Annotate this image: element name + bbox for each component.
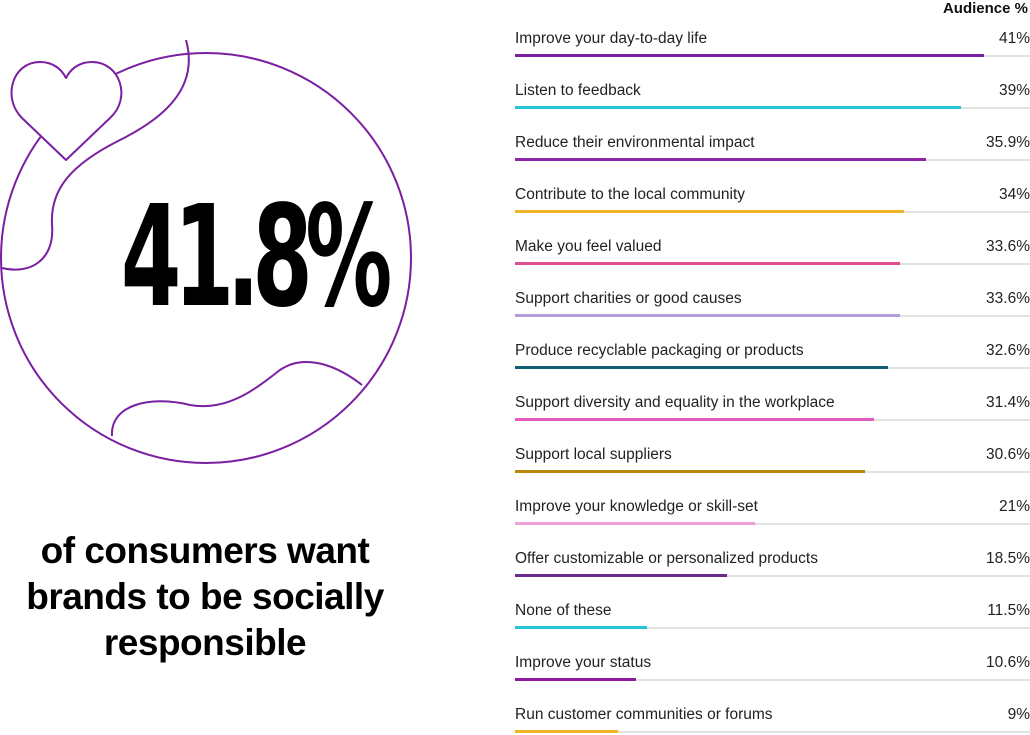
globe-outline <box>0 39 412 464</box>
category-label: Support local suppliers <box>515 446 672 463</box>
value-label: 33.6% <box>986 290 1030 307</box>
caption-line: of consumers want <box>40 530 370 571</box>
value-label: 35.9% <box>986 134 1030 151</box>
bar-row: Produce recyclable packaging or products… <box>515 312 1030 369</box>
bar <box>515 626 647 629</box>
value-label: 34% <box>998 186 1030 203</box>
category-label: Improve your status <box>515 654 652 671</box>
bar-row: Improve your status 10.6% <box>515 624 1030 681</box>
category-label: Run customer communities or forums <box>515 706 773 723</box>
bar <box>515 314 900 317</box>
stat-panel: 41.8% of consumers want brands to be soc… <box>0 0 430 735</box>
bar-row: Support diversity and equality in the wo… <box>515 364 1030 421</box>
big-stat: 41.8% <box>120 176 392 339</box>
value-label: 21% <box>998 498 1030 515</box>
bar <box>515 730 618 733</box>
bar-track <box>515 523 1030 525</box>
bar-row: Support charities or good causes 33.6% <box>515 260 1030 317</box>
bar-row: Improve your day-to-day life 41% <box>515 0 1030 57</box>
bar-row: Offer customizable or personalized produ… <box>515 520 1030 577</box>
category-label: Support diversity and equality in the wo… <box>515 394 835 411</box>
bar <box>515 106 962 109</box>
category-label: Contribute to the local community <box>515 186 746 203</box>
bar <box>515 158 926 161</box>
bar-track <box>515 627 1030 629</box>
category-label: Support charities or good causes <box>515 290 742 307</box>
bar <box>515 678 637 681</box>
bar <box>515 418 875 421</box>
bar <box>515 262 900 265</box>
bar-row: Make you feel valued 33.6% <box>515 208 1030 265</box>
category-label: None of these <box>515 602 612 619</box>
value-label: 18.5% <box>986 550 1030 567</box>
bar <box>515 470 866 473</box>
bar <box>515 210 905 213</box>
value-label: 39% <box>998 82 1030 99</box>
bar-track <box>515 679 1030 681</box>
category-label: Improve your day-to-day life <box>515 30 708 47</box>
value-label: 30.6% <box>986 446 1030 463</box>
category-label: Offer customizable or personalized produ… <box>515 550 818 567</box>
caption-line: responsible <box>103 622 307 663</box>
stat-caption: of consumers want brands to be socially … <box>0 528 410 666</box>
bar-row: None of these 11.5% <box>515 572 1030 629</box>
value-label: 33.6% <box>986 238 1030 255</box>
value-label: 32.6% <box>986 342 1030 359</box>
bar <box>515 574 727 577</box>
category-label: Improve your knowledge or skill-set <box>515 498 758 515</box>
heart-icon <box>10 61 123 161</box>
value-label: 41% <box>998 30 1030 47</box>
bar-row: Reduce their environmental impact 35.9% <box>515 104 1030 161</box>
category-label: Listen to feedback <box>515 82 641 99</box>
value-label: 11.5% <box>987 602 1030 619</box>
bar <box>515 366 889 369</box>
bar-track <box>515 731 1030 733</box>
category-label: Make you feel valued <box>515 238 662 255</box>
value-column-header: Audience % <box>942 0 1028 17</box>
bar-chart: Improve your day-to-day life 41% Listen to… <box>515 0 1030 735</box>
bar-row: Improve your knowledge or skill-set 21% <box>515 468 1030 525</box>
value-label: 31.4% <box>986 394 1030 411</box>
bar-row: Run customer communities or forums 9% <box>515 676 1030 733</box>
bar <box>515 54 985 57</box>
bar <box>515 522 756 525</box>
value-label: 10.6% <box>986 654 1030 671</box>
caption-line: brands to be socially <box>26 576 384 617</box>
bar-row: Listen to feedback 39% <box>515 52 1030 109</box>
bar-row: Support local suppliers 30.6% <box>515 416 1030 473</box>
value-label: 9% <box>1007 706 1030 723</box>
bar-track <box>515 575 1030 577</box>
bar-row: Contribute to the local community 34% <box>515 156 1030 213</box>
category-label: Reduce their environmental impact <box>515 134 755 151</box>
category-label: Produce recyclable packaging or products <box>515 342 804 359</box>
